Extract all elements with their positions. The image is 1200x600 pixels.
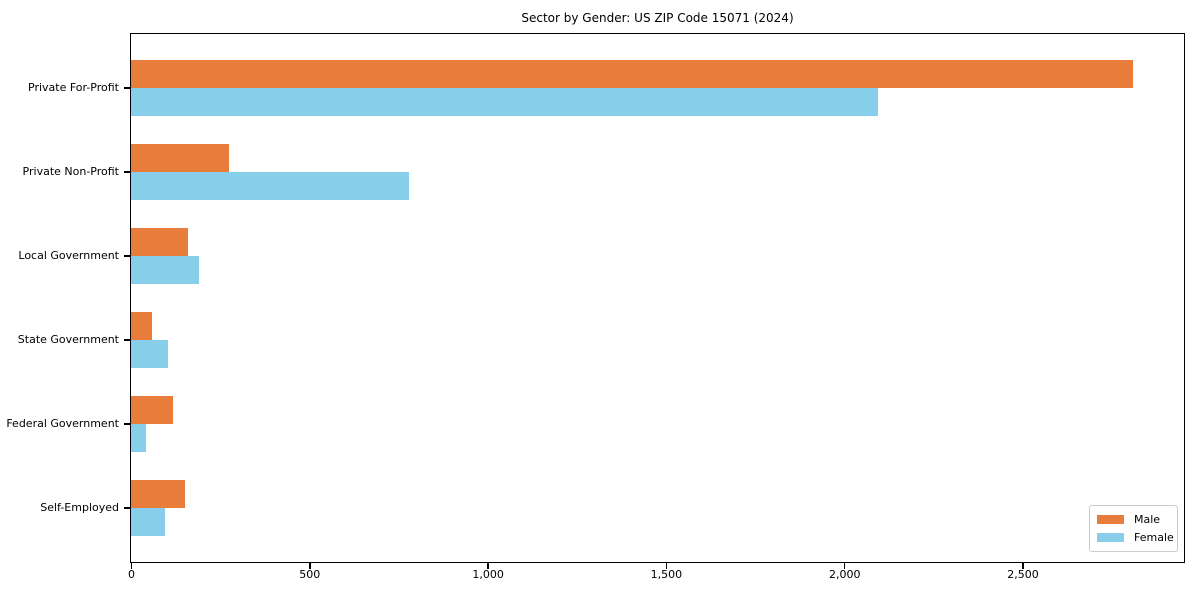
x-tick-label: 1,500: [650, 568, 683, 581]
x-tick-label: 2,000: [828, 568, 861, 581]
x-tick-mark: [665, 563, 668, 569]
x-tick-mark: [487, 563, 489, 569]
bar-female-6: [131, 507, 165, 536]
y-tick-label: Local Government: [18, 249, 119, 262]
x-tick-mark: [130, 563, 133, 569]
bar-female-3: [131, 255, 200, 284]
bar-female-5: [131, 423, 146, 452]
legend-label-male: Male: [1134, 513, 1161, 526]
legend-swatch-female: [1097, 533, 1124, 542]
bar-male-6: [131, 479, 185, 508]
y-tick-mark: [124, 171, 130, 173]
bar-female-1: [131, 87, 879, 116]
y-tick-mark: [124, 423, 130, 425]
x-tick-label: 500: [299, 568, 321, 581]
y-tick-label: Federal Government: [6, 417, 119, 430]
bar-female-2: [131, 171, 410, 200]
x-tick-mark: [843, 563, 846, 569]
chart-title: Sector by Gender: US ZIP Code 15071 (202…: [521, 11, 794, 25]
bar-female-4: [131, 339, 168, 368]
y-tick-mark: [124, 339, 130, 341]
bar-male-5: [131, 395, 174, 424]
x-tick-label: 2,500: [1007, 568, 1039, 581]
y-tick-label: Private For-Profit: [28, 81, 119, 94]
y-tick-mark: [124, 507, 130, 509]
y-tick-label: Private Non-Profit: [22, 165, 119, 178]
legend-entry-male: Male: [1097, 512, 1170, 527]
bar-male-4: [131, 311, 152, 340]
y-tick-mark: [124, 87, 130, 89]
y-tick-mark: [124, 255, 130, 257]
x-tick-mark: [309, 563, 311, 569]
bar-male-2: [131, 143, 230, 172]
legend-entry-female: Female: [1097, 530, 1174, 545]
y-tick-label: Self-Employed: [40, 501, 119, 514]
x-tick-mark: [1022, 563, 1024, 569]
plot-area: [130, 33, 1185, 563]
x-tick-label: 1,000: [472, 568, 504, 581]
bar-male-3: [131, 227, 189, 256]
y-tick-label: State Government: [17, 333, 119, 346]
x-tick-label: 0: [128, 568, 135, 581]
legend-label-female: Female: [1134, 531, 1174, 544]
legend: Male Female: [1089, 505, 1178, 552]
legend-swatch-male: [1097, 515, 1124, 524]
bar-male-1: [131, 59, 1134, 88]
